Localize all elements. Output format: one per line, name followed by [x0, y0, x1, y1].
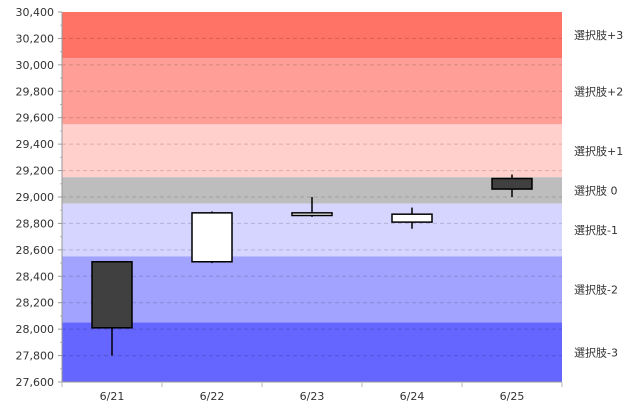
band-label-6: 選択肢-3 — [574, 345, 618, 359]
y-tick-label-2: 28,000 — [16, 323, 55, 336]
y-tick-label-8: 29,200 — [16, 165, 55, 178]
y-tick-label-13: 30,200 — [16, 32, 55, 45]
band-0 — [62, 12, 562, 59]
candle-body-4 — [491, 177, 533, 190]
y-tick-label-6: 28,800 — [16, 217, 55, 230]
x-tick-label-3: 6/24 — [400, 390, 425, 403]
band-label-1: 選択肢+2 — [574, 84, 623, 98]
candle-body-2 — [291, 212, 333, 217]
candle-body-3 — [391, 213, 433, 223]
x-tick-label-4: 6/25 — [500, 390, 525, 403]
y-tick-label-10: 29,600 — [16, 112, 55, 125]
y-tick-label-4: 28,400 — [16, 270, 55, 283]
band-label-0: 選択肢+3 — [574, 28, 623, 42]
band-label-2: 選択肢+1 — [574, 144, 623, 158]
band-5 — [62, 256, 562, 323]
y-tick-label-11: 29,800 — [16, 85, 55, 98]
y-tick-label-14: 30,400 — [16, 6, 55, 19]
y-tick-label-0: 27,600 — [16, 376, 55, 389]
y-tick-label-1: 27,800 — [16, 350, 55, 363]
y-tick-label-3: 28,200 — [16, 297, 55, 310]
y-tick-label-12: 30,000 — [16, 59, 55, 72]
candle-body-1 — [191, 212, 233, 263]
x-tick-label-0: 6/21 — [100, 390, 125, 403]
band-1 — [62, 58, 562, 125]
band-label-5: 選択肢-2 — [574, 283, 618, 297]
y-tick-label-9: 29,400 — [16, 138, 55, 151]
band-label-3: 選択肢 0 — [574, 183, 618, 197]
band-2 — [62, 124, 562, 178]
candle-body-0 — [91, 261, 133, 329]
y-tick-label-7: 29,000 — [16, 191, 55, 204]
x-tick-label-2: 6/23 — [300, 390, 325, 403]
band-label-4: 選択肢-1 — [574, 223, 618, 237]
x-tick-label-1: 6/22 — [200, 390, 225, 403]
y-tick-label-5: 28,600 — [16, 244, 55, 257]
band-6 — [62, 322, 562, 382]
